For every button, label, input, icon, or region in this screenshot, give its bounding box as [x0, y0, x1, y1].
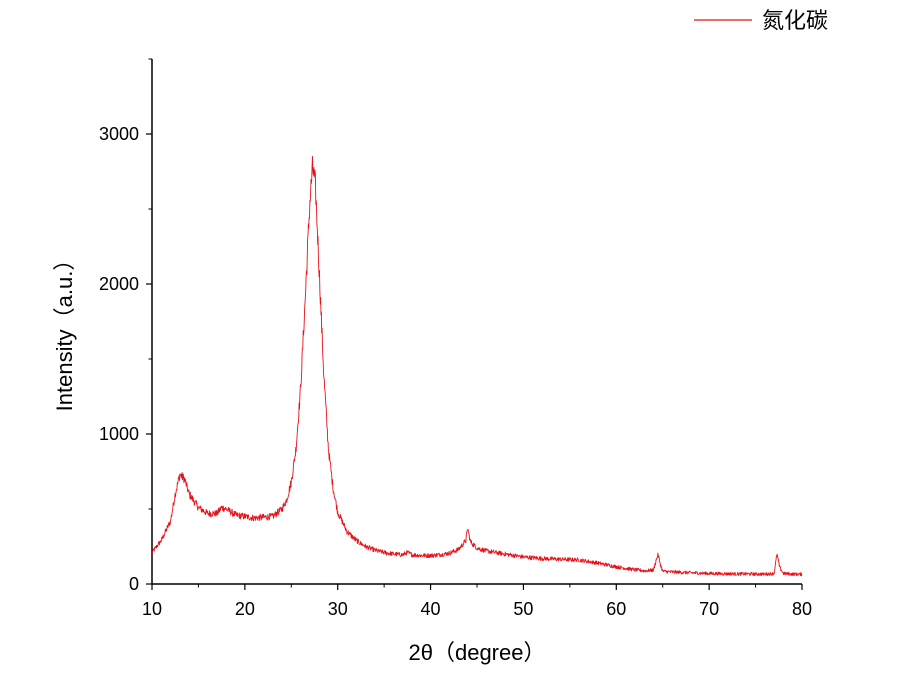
x-tick-label: 30: [328, 599, 348, 619]
y-tick-label: 0: [129, 574, 139, 594]
y-tick-label: 3000: [99, 124, 139, 144]
x-tick-label: 20: [235, 599, 255, 619]
x-tick-label: 80: [792, 599, 812, 619]
x-tick-label: 10: [142, 599, 162, 619]
legend-label: 氮化碳: [762, 9, 828, 34]
series-line: [151, 156, 803, 577]
y-ticks: 0 1000 2000 3000: [99, 58, 152, 594]
x-tick-label: 50: [513, 599, 533, 619]
y-tick-label: 1000: [99, 424, 139, 444]
x-ticks: 10 20 30 40 50 60 70 80: [142, 584, 812, 619]
legend: 氮化碳: [694, 9, 828, 34]
x-tick-label: 40: [421, 599, 441, 619]
y-tick-label: 2000: [99, 274, 139, 294]
y-axis-title: Intensity（a.u.）: [52, 249, 77, 412]
x-tick-label: 60: [606, 599, 626, 619]
series-layer: [151, 156, 803, 577]
x-axis-title: 2θ（degree）: [409, 640, 546, 665]
x-tick-label: 70: [699, 599, 719, 619]
axes: [151, 59, 802, 585]
